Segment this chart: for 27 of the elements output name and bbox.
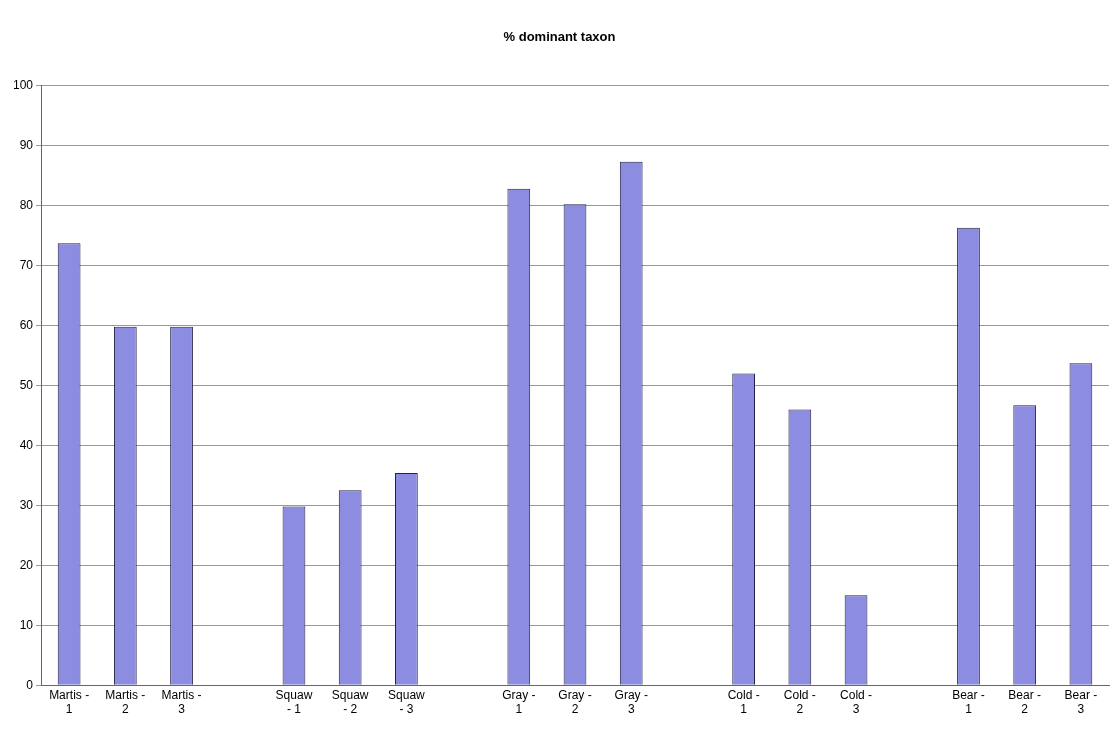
x-tick-label: Squaw - 1 [275, 687, 313, 717]
y-tick-label: 70 [19, 257, 34, 272]
y-tick-label: 80 [19, 197, 34, 212]
x-tick-label: Bear - 3 [1064, 687, 1098, 717]
x-tick-label: Gray - 2 [558, 687, 592, 717]
x-tick-label: Squaw - 3 [388, 687, 426, 717]
x-tick-label: Gray - 3 [614, 687, 648, 717]
x-tick-label: Gray - 1 [502, 687, 536, 717]
x-tick-label: Martis - 1 [49, 687, 90, 717]
y-tick-label: 40 [19, 437, 34, 452]
y-tick-label: 0 [26, 677, 34, 692]
y-tick-label: 50 [19, 377, 34, 392]
x-tick-label: Bear - 1 [952, 687, 985, 717]
y-tick-label: 60 [19, 317, 34, 332]
x-tick-label: Martis - 3 [161, 687, 202, 717]
x-tick-label: Cold - 2 [783, 687, 816, 717]
chart-title: % dominant taxon [503, 29, 616, 45]
y-tick-label: 100 [12, 77, 34, 92]
y-tick-label: 90 [19, 137, 34, 152]
y-tick-label: 20 [19, 557, 34, 572]
x-tick-label: Squaw - 2 [331, 687, 369, 717]
x-tick-label: Cold - 3 [840, 687, 873, 717]
x-tick-label: Bear - 2 [1008, 687, 1042, 717]
y-tick-label: 30 [19, 497, 34, 512]
x-tick-label: Cold - 1 [727, 687, 760, 717]
y-tick-label: 10 [19, 617, 34, 632]
x-tick-label: Martis - 2 [105, 687, 146, 717]
